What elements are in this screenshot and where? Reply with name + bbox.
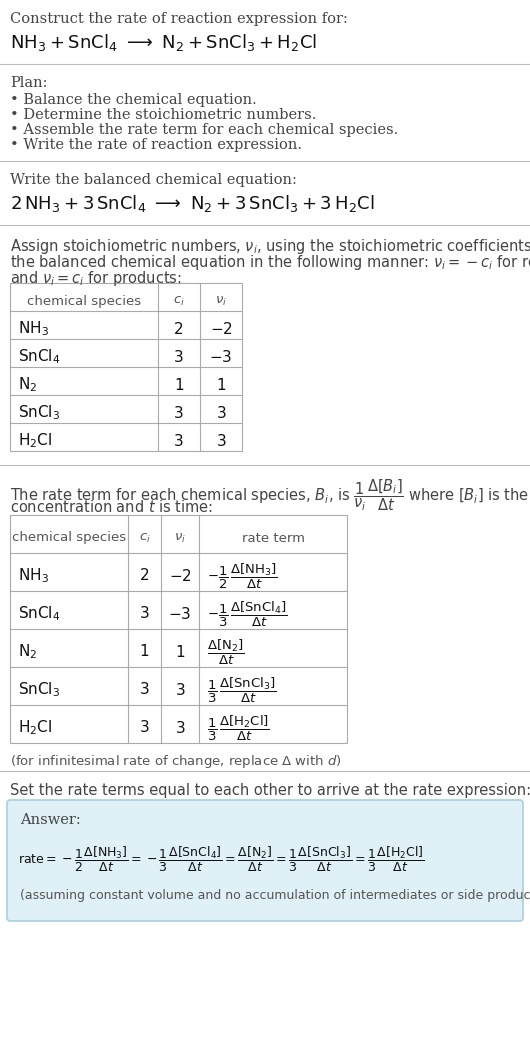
Text: $\mathrm{SnCl_3}$: $\mathrm{SnCl_3}$ bbox=[18, 681, 60, 699]
Text: chemical species: chemical species bbox=[27, 294, 141, 308]
Text: $\mathrm{SnCl_4}$: $\mathrm{SnCl_4}$ bbox=[18, 348, 60, 366]
Text: $\mathrm{H_2Cl}$: $\mathrm{H_2Cl}$ bbox=[18, 431, 52, 450]
Text: Plan:: Plan: bbox=[10, 76, 48, 90]
Text: rate term: rate term bbox=[242, 531, 305, 545]
Text: $\mathrm{NH_3}$: $\mathrm{NH_3}$ bbox=[18, 319, 49, 338]
Text: $\mathrm{NH_3 + SnCl_4 \ \longrightarrow \ N_2 + SnCl_3 + H_2Cl}$: $\mathrm{NH_3 + SnCl_4 \ \longrightarrow… bbox=[10, 32, 317, 53]
Text: • Write the rate of reaction expression.: • Write the rate of reaction expression. bbox=[10, 138, 302, 152]
Text: 3: 3 bbox=[139, 607, 149, 621]
Text: 3: 3 bbox=[139, 720, 149, 736]
Text: $\dfrac{\Delta[\mathrm{N_2}]}{\Delta t}$: $\dfrac{\Delta[\mathrm{N_2}]}{\Delta t}$ bbox=[207, 638, 245, 667]
Text: $\mathrm{2\,NH_3 + 3\,SnCl_4 \ \longrightarrow \ N_2 + 3\,SnCl_3 + 3\,H_2Cl}$: $\mathrm{2\,NH_3 + 3\,SnCl_4 \ \longrigh… bbox=[10, 193, 375, 214]
Text: $3$: $3$ bbox=[175, 682, 186, 698]
Text: 1: 1 bbox=[140, 644, 149, 660]
Text: $\nu_i$: $\nu_i$ bbox=[174, 531, 186, 545]
Text: $-3$: $-3$ bbox=[209, 349, 233, 365]
Text: • Balance the chemical equation.: • Balance the chemical equation. bbox=[10, 93, 257, 106]
Text: $\mathrm{H_2Cl}$: $\mathrm{H_2Cl}$ bbox=[18, 718, 52, 737]
Bar bbox=[10, 515, 347, 743]
Text: $1$: $1$ bbox=[175, 644, 185, 660]
Text: $\dfrac{1}{3}\,\dfrac{\Delta[\mathrm{SnCl_3}]}{\Delta t}$: $\dfrac{1}{3}\,\dfrac{\Delta[\mathrm{SnC… bbox=[207, 675, 277, 705]
Text: $3$: $3$ bbox=[216, 433, 226, 449]
Text: Write the balanced chemical equation:: Write the balanced chemical equation: bbox=[10, 173, 297, 187]
Text: $-3$: $-3$ bbox=[169, 606, 192, 622]
Text: $\dfrac{1}{3}\,\dfrac{\Delta[\mathrm{H_2Cl}]}{\Delta t}$: $\dfrac{1}{3}\,\dfrac{\Delta[\mathrm{H_2… bbox=[207, 713, 270, 742]
Text: 3: 3 bbox=[139, 683, 149, 697]
Text: $\mathrm{N_2}$: $\mathrm{N_2}$ bbox=[18, 376, 37, 395]
FancyBboxPatch shape bbox=[7, 800, 523, 921]
Text: 3: 3 bbox=[174, 433, 184, 449]
Text: concentration and $t$ is time:: concentration and $t$ is time: bbox=[10, 499, 213, 515]
Text: $\mathrm{SnCl_4}$: $\mathrm{SnCl_4}$ bbox=[18, 604, 60, 623]
Text: chemical species: chemical species bbox=[12, 531, 126, 545]
Text: Construct the rate of reaction expression for:: Construct the rate of reaction expressio… bbox=[10, 11, 348, 26]
Text: • Determine the stoichiometric numbers.: • Determine the stoichiometric numbers. bbox=[10, 108, 316, 122]
Text: $-2$: $-2$ bbox=[169, 568, 191, 584]
Text: $\mathrm{SnCl_3}$: $\mathrm{SnCl_3}$ bbox=[18, 404, 60, 423]
Text: (assuming constant volume and no accumulation of intermediates or side products): (assuming constant volume and no accumul… bbox=[20, 888, 530, 902]
Text: 3: 3 bbox=[174, 405, 184, 421]
Text: $-2$: $-2$ bbox=[209, 321, 233, 337]
Text: $3$: $3$ bbox=[216, 405, 226, 421]
Text: Set the rate terms equal to each other to arrive at the rate expression:: Set the rate terms equal to each other t… bbox=[10, 783, 530, 798]
Bar bbox=[10, 283, 242, 451]
Text: and $\nu_i = c_i$ for products:: and $\nu_i = c_i$ for products: bbox=[10, 269, 182, 288]
Text: $\nu_i$: $\nu_i$ bbox=[215, 294, 227, 308]
Text: $-\dfrac{1}{3}\,\dfrac{\Delta[\mathrm{SnCl_4}]}{\Delta t}$: $-\dfrac{1}{3}\,\dfrac{\Delta[\mathrm{Sn… bbox=[207, 599, 288, 628]
Text: $c_i$: $c_i$ bbox=[138, 531, 151, 545]
Text: $-\dfrac{1}{2}\,\dfrac{\Delta[\mathrm{NH_3}]}{\Delta t}$: $-\dfrac{1}{2}\,\dfrac{\Delta[\mathrm{NH… bbox=[207, 562, 278, 591]
Text: 3: 3 bbox=[174, 350, 184, 364]
Text: the balanced chemical equation in the following manner: $\nu_i = -c_i$ for react: the balanced chemical equation in the fo… bbox=[10, 253, 530, 272]
Text: $c_i$: $c_i$ bbox=[173, 294, 185, 308]
Text: 2: 2 bbox=[140, 569, 149, 584]
Text: (for infinitesimal rate of change, replace $\Delta$ with $d$): (for infinitesimal rate of change, repla… bbox=[10, 753, 342, 770]
Text: The rate term for each chemical species, $B_i$, is $\dfrac{1}{\nu_i}\dfrac{\Delt: The rate term for each chemical species,… bbox=[10, 477, 530, 513]
Text: 1: 1 bbox=[174, 378, 184, 393]
Text: $\mathrm{rate} = -\dfrac{1}{2}\dfrac{\Delta[\mathrm{NH_3}]}{\Delta t} = -\dfrac{: $\mathrm{rate} = -\dfrac{1}{2}\dfrac{\De… bbox=[18, 845, 425, 874]
Text: $3$: $3$ bbox=[175, 720, 186, 736]
Text: $1$: $1$ bbox=[216, 377, 226, 393]
Text: • Assemble the rate term for each chemical species.: • Assemble the rate term for each chemic… bbox=[10, 123, 398, 137]
Text: $\mathrm{N_2}$: $\mathrm{N_2}$ bbox=[18, 643, 37, 661]
Text: $\mathrm{NH_3}$: $\mathrm{NH_3}$ bbox=[18, 567, 49, 586]
Text: Assign stoichiometric numbers, $\nu_i$, using the stoichiometric coefficients, $: Assign stoichiometric numbers, $\nu_i$, … bbox=[10, 237, 530, 256]
Text: 2: 2 bbox=[174, 322, 184, 336]
Text: Answer:: Answer: bbox=[20, 813, 81, 827]
